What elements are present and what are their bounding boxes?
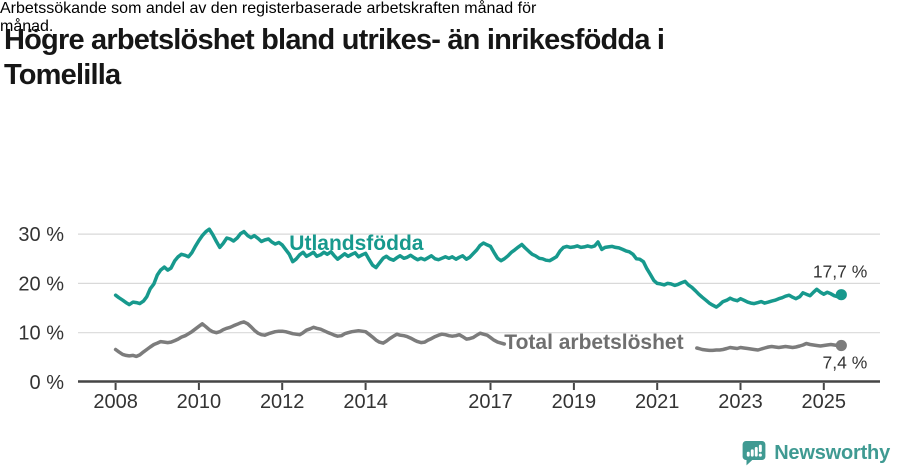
series-line-total [695,341,844,353]
y-tick-label: 0 % [30,372,65,394]
x-tick-label: 2021 [635,391,680,413]
chart-title-line2: Tomelilla [4,59,121,92]
y-tick-label: 30 % [18,224,64,246]
series-line-utlandsfodda [113,227,844,309]
chart-title: Högre arbetslöshet bland utrikes- än inr… [4,23,665,93]
end-value-label: 17,7 % [813,262,867,282]
y-tick-label: 20 % [18,273,64,295]
x-tick-label: 2019 [552,391,597,413]
chart-subtitle-line1: Arbetssökande som andel av den registerb… [0,0,537,17]
series-end-dot [835,339,847,352]
series-label: Utlandsfödda [289,232,423,255]
chart-subtitle-line2: månad. [0,18,54,35]
newsworthy-logo: Newsworthy [742,440,890,466]
series-label: Total arbetslöshet [504,331,683,354]
x-tick-label: 2023 [718,391,763,413]
x-tick-label: 2012 [260,391,305,413]
chart-title-line1: Högre arbetslöshet bland utrikes- än inr… [4,24,665,57]
x-tick-label: 2010 [177,391,222,413]
x-tick-label: 2008 [93,391,138,413]
series-line-total [113,320,507,359]
series-end-dot [835,289,847,301]
end-value-label: 7,4 % [823,353,868,373]
x-tick-label: 2014 [343,391,388,413]
newsworthy-wordmark: Newsworthy [774,441,890,464]
y-tick-label: 10 % [18,323,64,345]
x-tick-label: 2017 [468,391,513,413]
newsworthy-icon [742,441,766,466]
x-tick-label: 2025 [802,391,847,413]
